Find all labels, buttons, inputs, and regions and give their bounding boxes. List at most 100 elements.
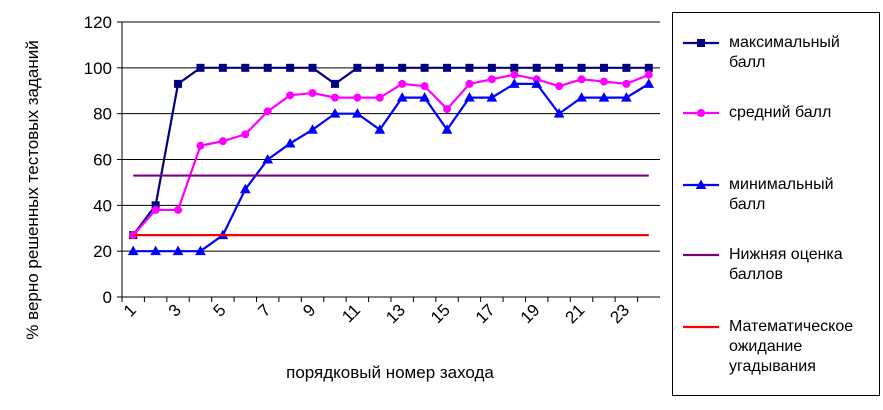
marker (174, 205, 183, 214)
marker (622, 79, 631, 88)
marker (695, 179, 707, 189)
marker (441, 124, 453, 134)
marker (375, 93, 384, 102)
marker (262, 153, 274, 164)
marker (419, 92, 430, 102)
y-tick-label: 0 (103, 288, 112, 307)
marker (598, 92, 610, 102)
marker (555, 63, 564, 72)
marker (307, 124, 318, 134)
marker (127, 245, 139, 256)
series-line (132, 66, 649, 236)
y-tick-label: 100 (84, 59, 112, 78)
marker (465, 63, 474, 72)
y-tick-label: 60 (93, 151, 112, 170)
marker (353, 63, 362, 72)
marker (420, 63, 429, 72)
chart: % верно решенных тестовых заданий порядк… (23, 13, 660, 382)
marker (374, 124, 386, 134)
marker (263, 107, 272, 116)
marker (353, 93, 362, 102)
legend-item: средний балл (681, 103, 877, 123)
marker (443, 63, 452, 72)
marker (396, 92, 408, 102)
marker (196, 141, 205, 150)
marker (576, 92, 587, 102)
marker (398, 79, 407, 88)
x-tick-label: 21 (562, 300, 589, 327)
marker (330, 93, 339, 102)
y-tick-label: 120 (84, 13, 112, 32)
marker (464, 92, 475, 102)
marker (465, 79, 474, 88)
legend-label: Нижняя оценка баллов (729, 246, 843, 283)
marker (329, 108, 341, 118)
marker (308, 89, 317, 98)
marker (330, 79, 339, 88)
series-line (132, 73, 650, 236)
marker (487, 75, 496, 84)
x-tick-label: 15 (427, 300, 454, 327)
marker (621, 92, 632, 102)
y-axis-title: % верно решенных тестовых заданий (23, 40, 42, 339)
marker (622, 63, 631, 72)
legend-item: Математическое ожидание угадывания (681, 317, 877, 377)
x-tick-label: 17 (472, 300, 499, 327)
x-tick-label: 23 (606, 300, 633, 327)
marker (697, 39, 705, 47)
marker (308, 63, 317, 72)
marker (241, 130, 250, 139)
legend-swatch (683, 325, 719, 329)
legend-item: минимальный балл (681, 175, 877, 215)
x-tick-label: 9 (299, 300, 319, 320)
x-tick-label: 19 (517, 300, 544, 327)
marker (486, 92, 498, 102)
marker (239, 183, 251, 194)
marker (577, 63, 586, 72)
marker (555, 82, 564, 91)
marker (375, 63, 384, 72)
marker (487, 63, 496, 72)
series-line (133, 82, 650, 253)
marker (599, 63, 608, 72)
x-tick-label: 7 (254, 300, 274, 320)
y-tick-label: 20 (93, 242, 112, 261)
legend-label: Математическое ожидание угадывания (729, 318, 854, 375)
marker (532, 63, 541, 72)
x-tick-label: 3 (165, 300, 185, 320)
marker (352, 108, 363, 118)
marker (577, 75, 586, 84)
marker (398, 63, 407, 72)
legend-label: средний балл (729, 104, 832, 121)
marker (218, 63, 227, 72)
x-tick-label: 1 (120, 300, 140, 320)
marker (697, 109, 705, 117)
marker (286, 63, 295, 72)
marker (196, 63, 205, 72)
legend-label: максимальный балл (729, 34, 840, 71)
x-tick-label: 5 (210, 300, 230, 320)
legend-swatch (683, 109, 719, 117)
marker (508, 78, 520, 88)
marker (420, 82, 429, 91)
marker (644, 63, 653, 72)
x-tick-label: 11 (338, 300, 364, 326)
marker (553, 108, 565, 118)
marker (284, 137, 296, 148)
legend: максимальный балл средний балл минимальный… (672, 12, 880, 396)
legend-swatch (683, 253, 719, 257)
marker (241, 63, 250, 72)
marker (172, 245, 184, 256)
marker (150, 245, 161, 256)
x-tick-label: 13 (382, 300, 409, 327)
marker (151, 205, 160, 214)
marker (218, 137, 227, 146)
marker (286, 91, 295, 100)
marker (644, 70, 653, 79)
marker (643, 78, 655, 88)
marker (531, 78, 543, 88)
legend-swatch (683, 179, 719, 189)
marker (174, 79, 183, 88)
marker (510, 63, 519, 72)
